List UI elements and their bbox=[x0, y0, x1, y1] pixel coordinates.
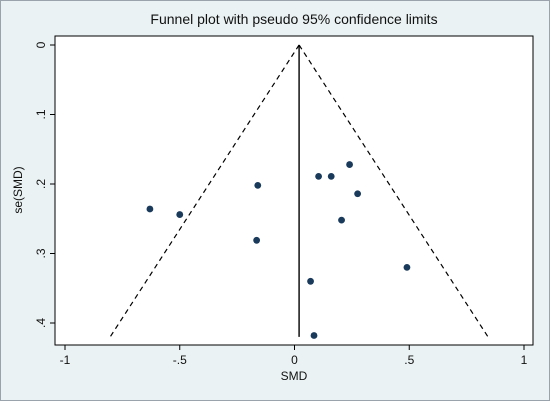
data-point bbox=[403, 264, 411, 271]
chart-title: Funnel plot with pseudo 95% confidence l… bbox=[150, 11, 437, 27]
y-axis: 0 .1 .2 .3 .4 bbox=[34, 41, 55, 328]
data-point bbox=[253, 236, 261, 244]
x-axis-label: SMD bbox=[281, 369, 308, 383]
data-point bbox=[327, 172, 335, 180]
data-point bbox=[254, 181, 262, 189]
data-point bbox=[307, 277, 314, 285]
data-point bbox=[146, 205, 154, 213]
data-point bbox=[354, 190, 362, 198]
x-tick-label: 1 bbox=[521, 353, 528, 367]
plot-area bbox=[54, 35, 534, 346]
y-axis-label: se(SMD) bbox=[11, 166, 25, 213]
x-tick-label: 0 bbox=[291, 353, 298, 367]
data-point bbox=[310, 332, 318, 339]
y-tick-label: .2 bbox=[34, 179, 48, 189]
y-tick-label: .1 bbox=[34, 109, 48, 119]
data-point bbox=[338, 216, 345, 224]
data-point bbox=[176, 211, 184, 218]
y-tick-label: 0 bbox=[34, 41, 48, 48]
y-tick-label: .4 bbox=[34, 318, 48, 328]
y-tick-label: .3 bbox=[34, 248, 48, 258]
data-point bbox=[346, 161, 353, 168]
data-point bbox=[315, 172, 322, 180]
lower-confidence-limit-line bbox=[109, 44, 300, 338]
upper-confidence-limit-line bbox=[298, 44, 489, 338]
x-tick-label: .5 bbox=[404, 353, 414, 367]
data-points bbox=[146, 161, 411, 339]
x-tick-label: -1 bbox=[60, 353, 71, 367]
x-tick-label: -.5 bbox=[173, 353, 187, 367]
x-axis: -1 -.5 0 .5 1 bbox=[60, 345, 528, 367]
funnel-lines bbox=[109, 44, 489, 338]
